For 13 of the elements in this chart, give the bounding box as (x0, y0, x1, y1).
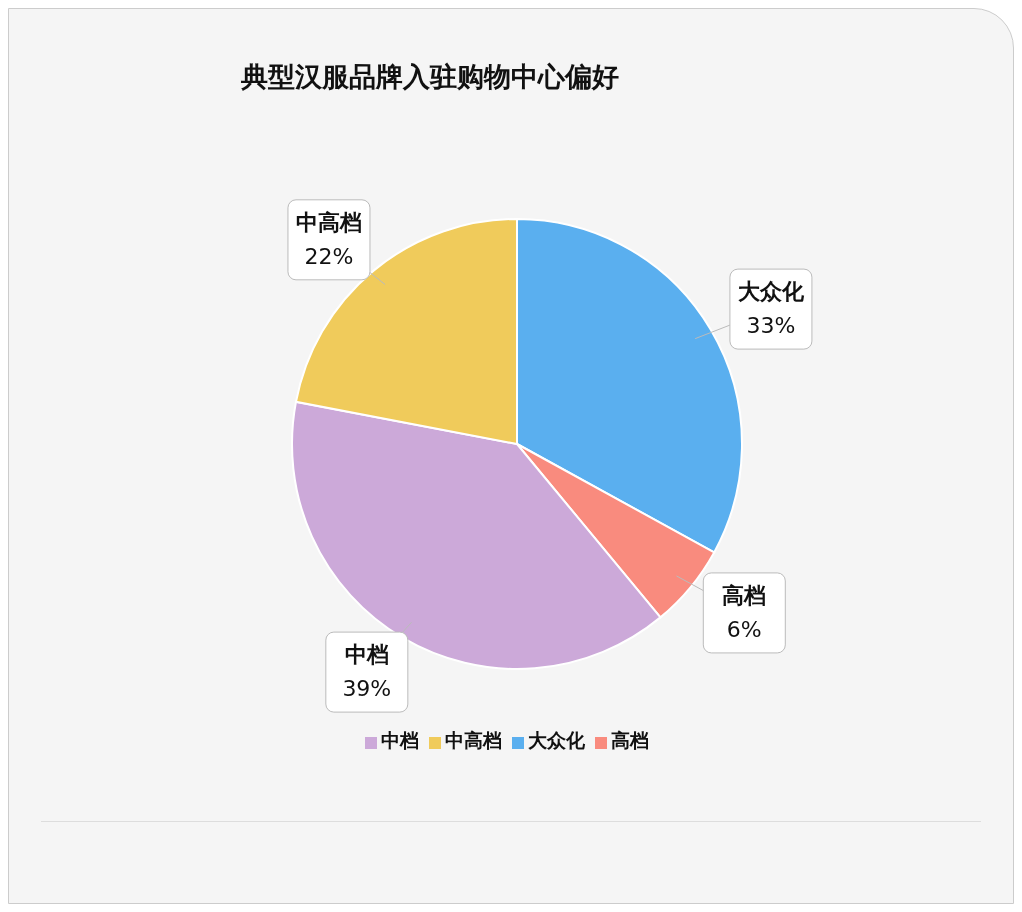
data-label: 33% (746, 313, 796, 339)
legend-label: 中档 (381, 729, 419, 751)
slice-label: 中高档 (295, 209, 362, 235)
data-label: 39% (342, 676, 392, 702)
data-label: 22% (304, 243, 354, 269)
slice-label: 大众化 (737, 279, 805, 305)
legend-label: 高档 (611, 729, 649, 751)
slice-label: 高档 (722, 582, 767, 608)
chart-title: 典型汉服品牌入驻购物中心偏好 (241, 60, 619, 94)
slice-label: 中档 (344, 642, 389, 668)
legend-label: 大众化 (528, 729, 585, 751)
legend-label: 中高档 (445, 729, 502, 751)
data-label: 6% (726, 616, 762, 642)
